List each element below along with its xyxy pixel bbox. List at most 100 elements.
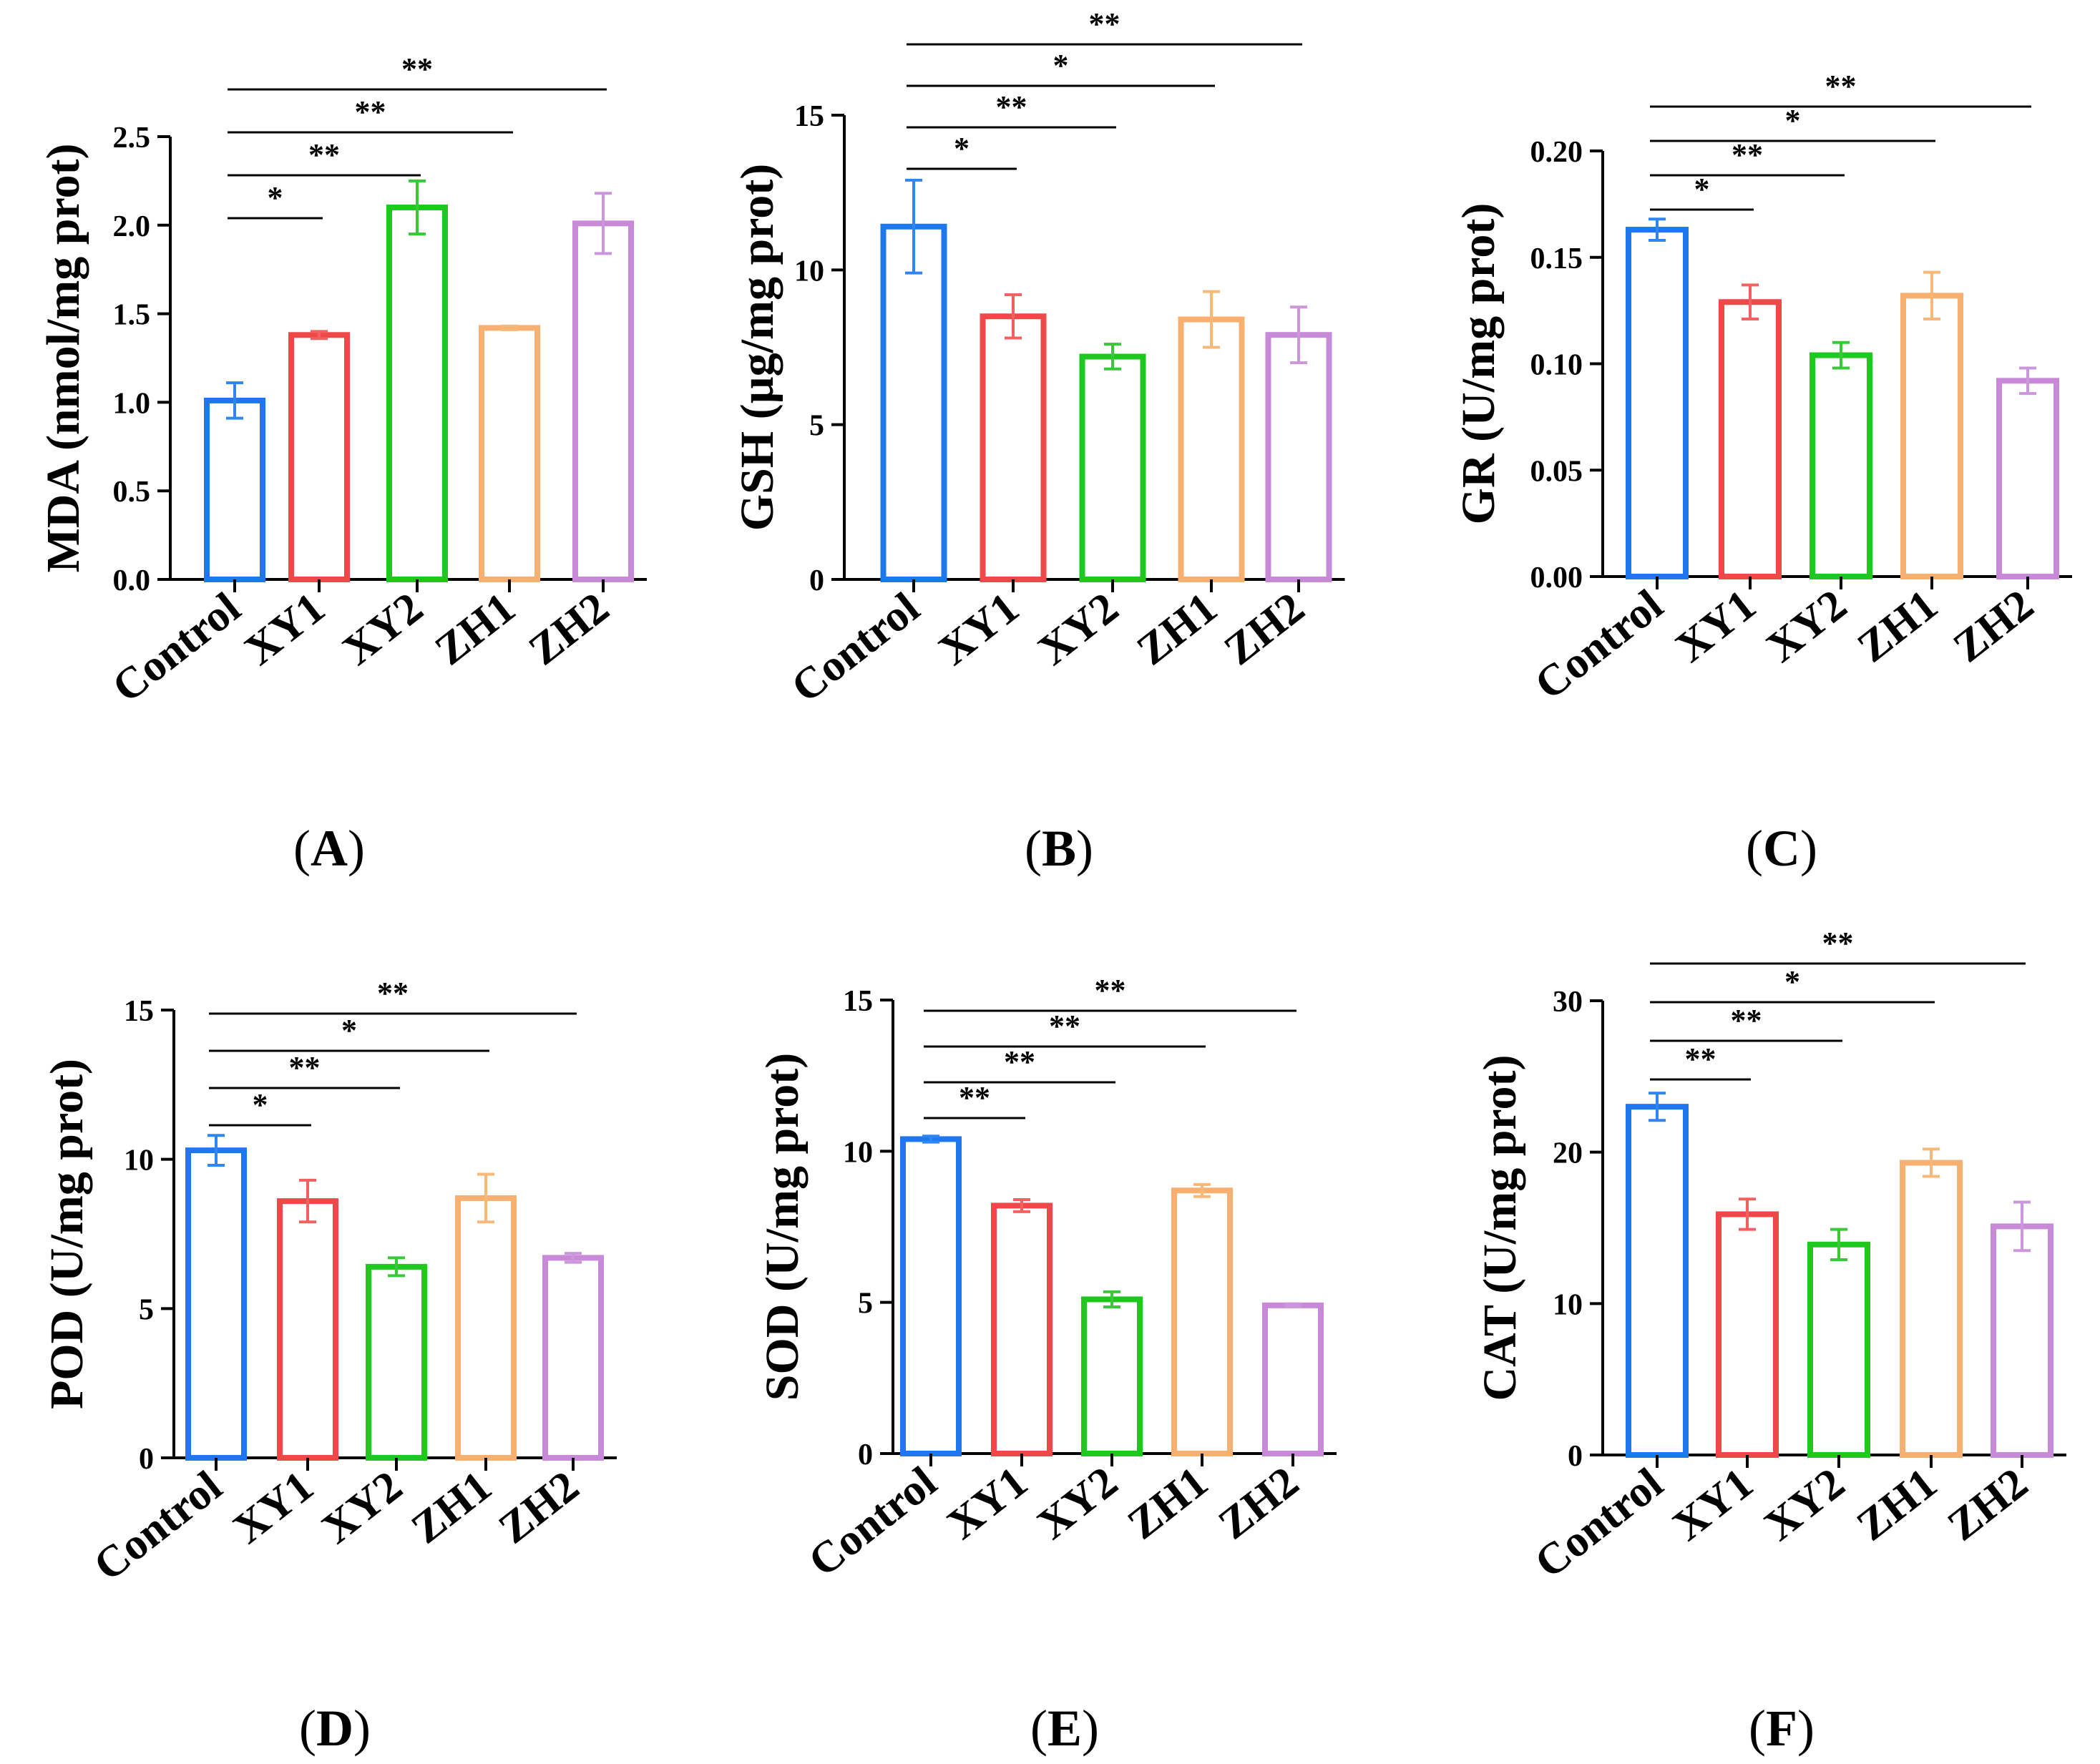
significance-label: **: [1822, 926, 1854, 961]
error-bar-zh2: [2019, 366, 2036, 396]
error-bar-zh1: [1193, 1182, 1211, 1198]
y-tick-label: 15: [124, 995, 154, 1028]
error-bar-xy2: [1103, 1290, 1120, 1309]
x-tick-label-control: Control: [783, 583, 929, 712]
significance-label: **: [1004, 1044, 1035, 1079]
x-tick-label-control: Control: [1526, 580, 1672, 709]
bar-zh2: [1991, 1223, 2053, 1458]
bar-xy1: [980, 313, 1047, 582]
bar-zh2: [1262, 1302, 1324, 1456]
x-tick-label-xy2: XY2: [334, 583, 432, 675]
chart-panel-A: 0.0 0.5 1.0 1.5 2.0 2.5 MDA (nmol/mg prot) Cont…: [37, 52, 647, 877]
bar-zh1: [479, 325, 540, 582]
y-tick-label: 1.5: [113, 299, 151, 332]
significance-label: **: [1825, 69, 1857, 104]
error-bar-control: [1649, 1092, 1666, 1122]
error-bar-zh1: [1923, 270, 1940, 321]
y-tick-label: 15: [794, 100, 824, 133]
significance-label: **: [1685, 1042, 1716, 1077]
error-bar-xy1: [299, 1178, 316, 1224]
significance-label: **: [1089, 6, 1120, 41]
x-tick-label-zh1: ZH1: [1848, 1459, 1946, 1550]
y-tick-label: 0: [139, 1443, 154, 1476]
panel-label: (F): [1749, 1700, 1815, 1757]
panel-label: (C): [1746, 820, 1817, 877]
significance-label: *: [1053, 48, 1069, 83]
x-tick-label-zh2: ZH2: [490, 1461, 588, 1553]
bar-zh1: [1171, 1187, 1233, 1457]
y-tick-label: 10: [794, 255, 824, 288]
significance-label: *: [1785, 103, 1801, 138]
y-tick-label: 2.5: [113, 122, 151, 155]
y-tick-label: 2.0: [113, 210, 151, 243]
y-tick-label: 0.15: [1530, 242, 1583, 275]
panel-label: (A): [293, 820, 365, 877]
panel-label: (E): [1030, 1700, 1099, 1757]
bar-xy2: [386, 205, 448, 583]
y-tick-label: 10: [124, 1145, 154, 1177]
error-bar-zh1: [477, 1172, 494, 1224]
y-tick-label: 5: [139, 1293, 154, 1326]
x-tick-label-zh2: ZH2: [520, 583, 618, 675]
x-tick-label-zh1: ZH1: [426, 583, 524, 675]
error-bar-zh2: [1290, 305, 1307, 365]
bar-control: [1626, 1104, 1689, 1458]
x-tick-label-xy2: XY2: [1756, 1459, 1854, 1550]
bar-zh1: [1178, 316, 1245, 582]
x-tick-label-xy1: XY1: [930, 583, 1028, 675]
significance-label: *: [954, 131, 970, 166]
y-axis-label: POD (U/mg prot): [41, 1059, 93, 1409]
y-axis-label: MDA (nmol/mg prot): [37, 143, 89, 572]
bar-zh1: [455, 1195, 517, 1461]
bar-xy2: [1810, 352, 1872, 579]
y-tick-label: 10: [843, 1136, 873, 1169]
bar-zh1: [1900, 293, 1963, 579]
error-bar-xy1: [1742, 283, 1759, 321]
x-tick-label-zh2: ZH2: [1939, 1459, 2037, 1550]
x-tick-label-zh2: ZH2: [1945, 580, 2043, 672]
y-tick-label: 5: [809, 410, 824, 443]
bar-control: [185, 1147, 247, 1461]
error-bar-control: [1649, 217, 1666, 242]
significance-label: **: [308, 137, 340, 172]
y-tick-label: 0.5: [113, 476, 151, 509]
chart-panel-C: 0.00 0.05 0.10 0.15 0.20 GR (U/mg prot) Contro…: [1452, 69, 2072, 877]
bar-zh2: [1996, 378, 2059, 579]
significance-label: *: [268, 180, 283, 215]
bar-xy2: [1079, 353, 1146, 582]
y-axis-label: CAT (U/mg prot): [1474, 1055, 1526, 1401]
error-bar-control: [922, 1135, 939, 1144]
error-bar-xy2: [1830, 1228, 1847, 1261]
x-tick-label-xy1: XY1: [939, 1457, 1037, 1549]
bar-xy2: [1807, 1241, 1870, 1458]
y-tick-label: 0: [1568, 1440, 1583, 1473]
y-tick-label: 15: [843, 985, 873, 1018]
y-tick-label: 0.0: [113, 564, 151, 597]
x-tick-label-xy1: XY1: [1664, 1459, 1762, 1550]
bar-xy2: [1081, 1296, 1143, 1456]
error-bar-xy2: [1104, 343, 1121, 371]
bar-zh2: [1265, 332, 1332, 582]
y-tick-label: 20: [1553, 1137, 1583, 1170]
y-tick-label: 0.10: [1530, 349, 1583, 382]
error-bar-xy1: [1005, 293, 1022, 340]
significance-label: **: [1049, 1009, 1080, 1044]
error-bar-xy1: [1739, 1197, 1756, 1231]
y-tick-label: 10: [1553, 1288, 1583, 1321]
y-tick-label: 0.05: [1530, 455, 1583, 488]
bar-xy1: [1719, 299, 1782, 579]
error-bar-control: [226, 381, 243, 420]
x-tick-label-xy2: XY2: [1758, 580, 1856, 672]
y-axis-label: GR (U/mg prot): [1452, 203, 1505, 525]
significance-label: **: [1732, 137, 1763, 172]
x-tick-label-control: Control: [1526, 1459, 1672, 1587]
significance-label: **: [1095, 973, 1126, 1008]
significance-label: *: [253, 1087, 268, 1122]
panel-label: (D): [299, 1700, 371, 1757]
x-tick-label-control: Control: [800, 1457, 946, 1586]
x-tick-label-xy1: XY1: [236, 583, 334, 675]
error-bar-zh2: [1284, 1302, 1301, 1309]
error-bar-xy2: [1832, 340, 1850, 370]
error-bar-xy2: [409, 179, 426, 236]
error-bar-xy1: [1013, 1197, 1030, 1213]
